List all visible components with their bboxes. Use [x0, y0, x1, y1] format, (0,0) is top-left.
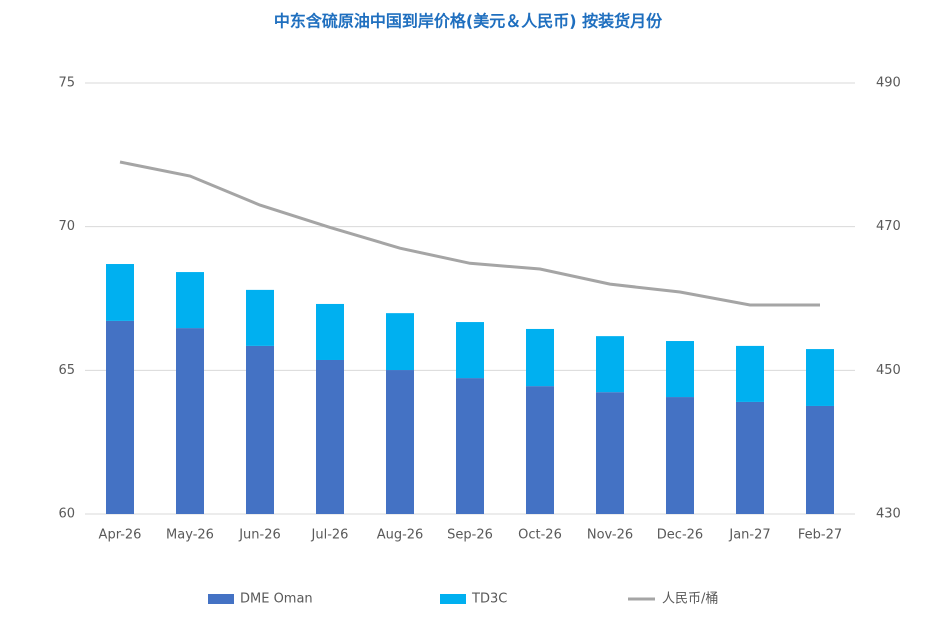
x-tick-label: May-26 — [166, 528, 214, 543]
x-tick-label: Jan-27 — [728, 528, 770, 543]
y-tick-label: 75 — [58, 76, 75, 91]
bar — [176, 328, 204, 514]
y2-tick-label: 450 — [876, 363, 901, 378]
x-tick-label: Feb-27 — [798, 528, 842, 543]
x-tick-label: Jun-26 — [238, 528, 281, 543]
legend-label: DME Oman — [240, 592, 313, 607]
bar — [106, 320, 134, 514]
x-tick-label: Jul-26 — [311, 528, 349, 543]
legend-swatch — [208, 594, 234, 604]
bar — [806, 349, 834, 406]
y2-tick-label: 430 — [876, 507, 901, 522]
bar — [316, 303, 344, 360]
bar — [666, 341, 694, 398]
y-tick-label: 70 — [58, 219, 75, 234]
x-tick-label: Oct-26 — [518, 528, 562, 543]
bar — [596, 336, 624, 393]
bar — [806, 405, 834, 514]
x-tick-label: Sep-26 — [447, 528, 493, 543]
x-tick-label: Dec-26 — [657, 528, 703, 543]
bar — [736, 345, 764, 402]
x-tick-label: Aug-26 — [377, 528, 424, 543]
bar — [106, 264, 134, 321]
line-series — [119, 160, 820, 307]
bar — [386, 313, 414, 371]
bar — [386, 370, 414, 514]
bar — [316, 359, 344, 514]
bar — [666, 397, 694, 514]
bar — [526, 386, 554, 514]
chart-title: 中东含硫原油中国到岸价格(美元＆人民币) 按装货月份 — [274, 12, 663, 31]
bar — [176, 272, 204, 329]
x-tick-label: Apr-26 — [99, 528, 142, 543]
legend-swatch — [440, 594, 466, 604]
bar — [456, 322, 484, 379]
y2-tick-label: 470 — [876, 219, 901, 234]
bar — [456, 378, 484, 514]
bar — [246, 289, 274, 346]
x-tick-label: Nov-26 — [587, 528, 633, 543]
y-tick-label: 65 — [58, 363, 75, 378]
bar — [736, 401, 764, 514]
legend-label: 人民币/桶 — [662, 592, 718, 607]
bar — [246, 345, 274, 514]
y2-tick-label: 490 — [876, 76, 901, 91]
bar — [526, 328, 554, 387]
y-tick-label: 60 — [58, 507, 75, 522]
legend-label: TD3C — [471, 592, 507, 607]
bar — [596, 392, 624, 514]
